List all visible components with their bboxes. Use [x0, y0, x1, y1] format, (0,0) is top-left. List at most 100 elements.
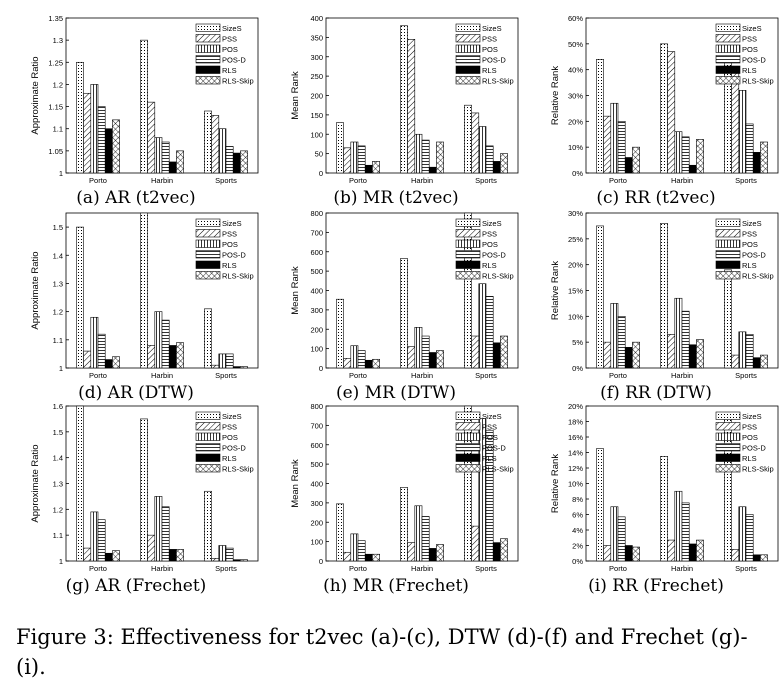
legend-label: PSS [482, 35, 497, 44]
x-tick-label: Harbin [671, 564, 693, 573]
bar-pss-harbin [667, 51, 676, 174]
bar-rls-porto [104, 552, 113, 562]
legend-swatch [195, 218, 221, 227]
legend-label: POS-D [482, 56, 506, 65]
y-tick-label: 0% [572, 364, 583, 373]
bar-sizes-harbin [400, 25, 408, 174]
y-tick-label: 1.6 [53, 402, 63, 411]
bar-pos-porto [90, 316, 99, 369]
legend-label: RLS [742, 261, 757, 270]
bar-rls-skip-harbin [436, 350, 444, 369]
y-tick-label: 700 [310, 421, 323, 430]
legend-swatch [455, 250, 481, 259]
legend-swatch [455, 65, 481, 74]
x-tick-label: Sports [735, 564, 757, 573]
chart-svg: 0 100 200 300 400 500 600 700 800 Mean Rank Porto H… [290, 209, 519, 380]
x-tick-label: Harbin [411, 371, 433, 380]
bar-pos-d-porto [357, 540, 366, 562]
y-tick-label: 18% [568, 418, 583, 427]
legend-swatch [455, 76, 481, 85]
bar-pss-porto [603, 545, 612, 562]
legend-label: SizeS [482, 412, 502, 421]
legend-swatch [195, 55, 221, 64]
bar-sizes-harbin [660, 43, 668, 174]
bar-rls-skip-harbin [696, 539, 704, 562]
bar-pos-d-sports [485, 296, 494, 369]
bar-pss-porto [343, 147, 352, 174]
bar-rls-harbin [688, 543, 697, 562]
bar-pos-d-harbin [681, 136, 690, 174]
bar-rls-sports [752, 554, 761, 562]
legend-swatch [195, 411, 221, 420]
x-tick-label: Sports [475, 371, 497, 380]
bar-pss-porto [343, 358, 352, 369]
legend-label: POS [742, 45, 758, 54]
y-axis-label: Mean Rank [290, 71, 301, 120]
panel-caption: (a) AR (t2vec) [76, 188, 196, 208]
legend-label: POS [742, 433, 758, 442]
bar-pss-porto [343, 551, 352, 562]
legend-swatch [455, 464, 481, 473]
bar-pss-harbin [407, 542, 416, 562]
legend-label: RLS-Skip [742, 272, 774, 281]
y-tick-label: 10% [568, 480, 583, 489]
chart-svg: 0 100 200 300 400 500 600 700 800 Mean Rank Porto H… [290, 402, 519, 573]
x-tick-label: Harbin [411, 176, 433, 185]
bar-pos-porto [350, 141, 359, 174]
legend-swatch [455, 432, 481, 441]
figure-grid: 1 1.05 1.1 1.15 1.2 1.25 1.3 1.35 Approximate Ra… [30, 14, 779, 596]
figure-caption: Figure 3: Effectiveness for t2vec (a)-(c… [16, 625, 748, 679]
panel-caption: (c) RR (t2vec) [596, 188, 716, 208]
bar-pos-d-harbin [421, 335, 430, 369]
bar-pos-d-harbin [161, 319, 170, 369]
legend-swatch [455, 218, 481, 227]
legend-swatch [455, 271, 481, 280]
bar-rls-skip-porto [372, 553, 380, 562]
legend-label: PSS [222, 423, 237, 432]
y-tick-label: 2% [572, 542, 583, 551]
bar-pos-d-sports [225, 146, 234, 174]
y-axis-label: Approximate Ratio [30, 444, 41, 522]
legend-label: PSS [742, 423, 757, 432]
y-tick-label: 150 [310, 111, 323, 120]
bar-sizes-porto [76, 405, 84, 562]
legend-label: RLS-Skip [482, 272, 514, 281]
y-tick-label: 500 [310, 267, 323, 276]
bar-pss-sports [211, 558, 220, 562]
bar-pos-d-sports [745, 514, 754, 562]
legend-swatch [195, 239, 221, 248]
bar-pos-harbin [674, 131, 683, 174]
legend-swatch [715, 432, 741, 441]
legend-label: POS-D [482, 251, 506, 260]
bar-rls-skip-porto [112, 356, 120, 369]
bar-pss-sports [471, 112, 480, 174]
bar-rls-skip-harbin [176, 549, 184, 562]
bar-sizes-sports [204, 110, 212, 174]
legend-swatch [715, 453, 741, 462]
x-tick-label: Porto [349, 371, 367, 380]
y-tick-label: 1.25 [48, 58, 63, 67]
bar-pos-d-harbin [681, 310, 690, 369]
bar-pos-porto [610, 102, 619, 174]
legend-label: RLS-Skip [482, 465, 514, 474]
y-tick-label: 4% [572, 526, 583, 535]
x-tick-label: Sports [475, 176, 497, 185]
y-tick-label: 1.4 [53, 251, 63, 260]
bar-pos-sports [218, 353, 227, 369]
y-tick-label: 60% [568, 14, 583, 23]
legend-swatch [195, 464, 221, 473]
legend-swatch [195, 271, 221, 280]
bar-pos-d-harbin [161, 506, 170, 562]
legend-label: SizeS [742, 24, 762, 33]
x-tick-label: Sports [735, 176, 757, 185]
bar-rls-skip-porto [372, 161, 380, 174]
y-tick-label: 600 [310, 248, 323, 257]
legend-label: RLS [482, 66, 497, 75]
legend-label: POS-D [742, 251, 766, 260]
bar-pos-d-sports [745, 334, 754, 369]
y-tick-label: 14% [568, 449, 583, 458]
bar-pss-sports [471, 525, 480, 562]
y-axis-label: Mean Rank [290, 459, 301, 508]
legend-swatch [715, 250, 741, 259]
legend-label: RLS-Skip [742, 77, 774, 86]
